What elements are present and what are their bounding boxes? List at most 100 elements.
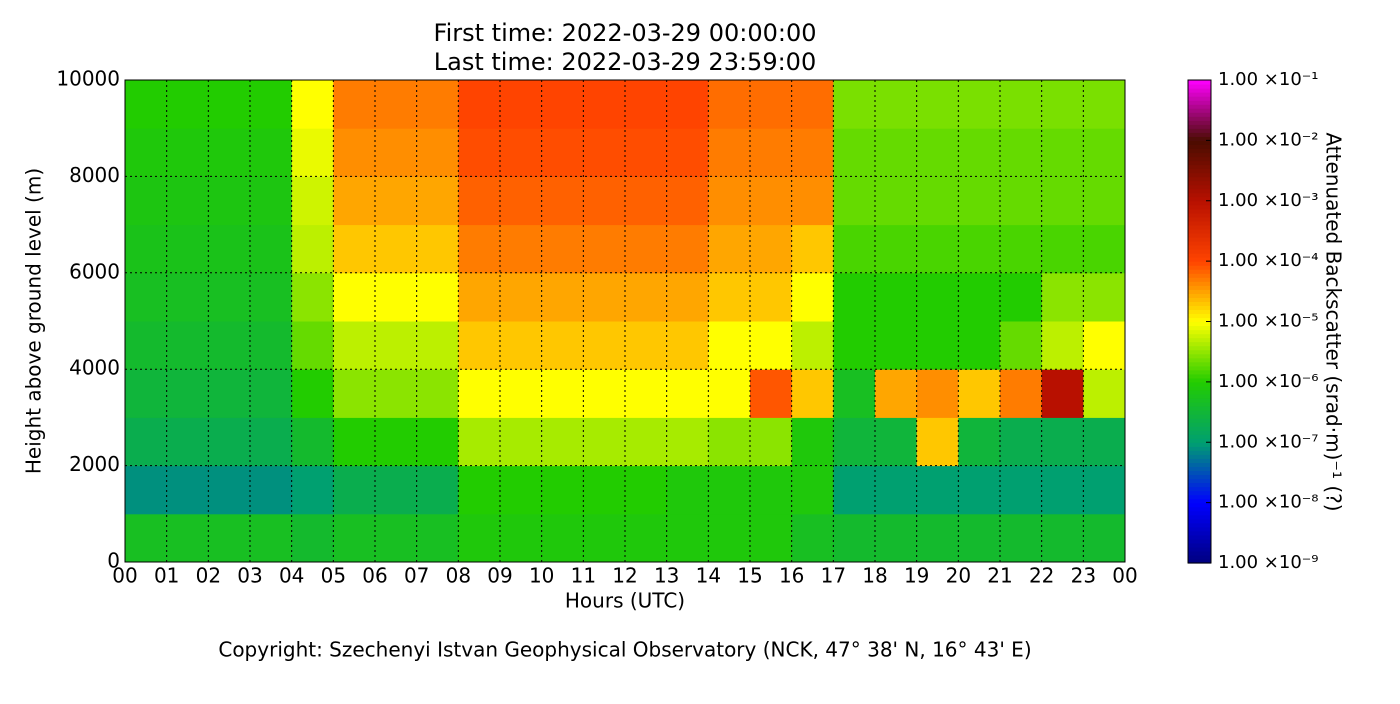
colorbar-swatch [1188, 236, 1211, 242]
heat-cell [375, 369, 418, 418]
heat-cell [1041, 128, 1084, 177]
heat-cell [333, 272, 376, 322]
heat-cell [541, 128, 584, 177]
colorbar-swatch [1188, 414, 1211, 419]
x-tick-label: 10 [529, 564, 554, 588]
heat-cell [208, 321, 251, 370]
colorbar-swatch [1188, 301, 1211, 306]
heat-cell [416, 80, 459, 129]
colorbar-swatch [1188, 402, 1211, 407]
heat-cell [625, 224, 668, 274]
heat-cell [541, 321, 584, 370]
heat-cell [750, 465, 793, 515]
heat-cell [666, 417, 709, 467]
x-tick-label: 00 [1112, 564, 1137, 588]
heat-cell [166, 272, 209, 322]
colorbar-swatch [1188, 333, 1211, 339]
colorbar-swatch [1188, 518, 1211, 524]
colorbar: 1.00 ×10⁻⁹ 1.00 ×10⁻⁸ 1.00 ×10⁻⁷ 1.00 ×10⁻⁶… [1187, 69, 1319, 573]
x-tick-label: 13 [654, 564, 679, 588]
y-tick-label: 8000 [69, 163, 120, 187]
heat-cell [250, 465, 293, 515]
heat-cell [958, 224, 1001, 274]
heat-cell [500, 465, 543, 515]
x-tick-label: 08 [446, 564, 471, 588]
colorbar-swatch [1188, 309, 1211, 315]
colorbar-swatch [1188, 482, 1211, 488]
heat-cell [375, 321, 418, 370]
heat-cell [416, 417, 459, 467]
colorbar-swatch [1188, 176, 1211, 182]
heat-cell [875, 80, 918, 129]
heat-cell [791, 369, 834, 418]
colorbar-swatch [1188, 265, 1211, 270]
heat-cell [500, 417, 543, 467]
colorbar-swatch [1188, 550, 1211, 556]
colorbar-swatch [1188, 345, 1211, 351]
colorbar-swatch [1188, 442, 1211, 447]
colorbar-swatch [1188, 486, 1211, 492]
heat-cell [166, 417, 209, 467]
heat-cell [916, 80, 959, 129]
colorbar-swatch [1188, 353, 1211, 359]
colorbar-swatch [1188, 204, 1211, 210]
heat-cell [791, 513, 834, 563]
heat-cell [1083, 80, 1126, 129]
heat-cell [250, 513, 293, 563]
heat-cell [375, 128, 418, 177]
heat-cell [791, 80, 834, 129]
heat-cell [500, 369, 543, 418]
colorbar-swatch [1188, 558, 1211, 564]
colorbar-swatch [1188, 120, 1211, 125]
colorbar-swatch [1188, 522, 1211, 528]
colorbar-swatch [1188, 514, 1211, 520]
colorbar-swatch [1188, 434, 1211, 439]
heat-cell [583, 80, 626, 129]
x-tick-label: 16 [779, 564, 804, 588]
heat-cell [1083, 321, 1126, 370]
colorbar-swatch [1188, 228, 1211, 234]
colorbar-swatch [1188, 92, 1211, 97]
colorbar-swatch [1188, 337, 1211, 343]
colorbar-swatch [1188, 438, 1211, 443]
heat-cell [750, 417, 793, 467]
heat-cell [625, 513, 668, 563]
heat-cell [208, 176, 251, 226]
x-tick-label: 06 [362, 564, 387, 588]
heat-cell [458, 513, 501, 563]
colorbar-swatch [1188, 220, 1211, 226]
heat-cell [875, 176, 918, 226]
colorbar-swatch [1188, 108, 1211, 113]
heat-cell [291, 513, 334, 563]
heat-cell [208, 465, 251, 515]
colorbar-swatch [1188, 212, 1211, 218]
heat-cell [1000, 417, 1043, 467]
heat-cell [833, 272, 876, 322]
colorbar-swatch [1188, 494, 1211, 500]
heat-cell [458, 176, 501, 226]
x-tick-label: 21 [987, 564, 1012, 588]
colorbar-swatch [1188, 281, 1211, 286]
colorbar-swatch [1188, 454, 1211, 459]
heat-cell [1041, 272, 1084, 322]
heat-cell [416, 128, 459, 177]
colorbar-swatch [1188, 196, 1211, 202]
heat-cell [458, 80, 501, 129]
heat-cell [166, 369, 209, 418]
colorbar-swatch [1188, 80, 1211, 85]
colorbar-swatch [1188, 361, 1211, 367]
colorbar-swatch [1188, 172, 1211, 178]
colorbar-swatch [1188, 192, 1211, 198]
heat-cell [833, 417, 876, 467]
heat-cell [1083, 224, 1126, 274]
x-tick-label: 05 [321, 564, 346, 588]
colorbar-swatch [1188, 156, 1211, 162]
heat-cell [958, 272, 1001, 322]
heat-cell [583, 176, 626, 226]
heat-cell [958, 321, 1001, 370]
heat-cell [333, 176, 376, 226]
heat-cell [666, 513, 709, 563]
heat-cell [125, 513, 168, 563]
heat-cell [291, 176, 334, 226]
colorbar-swatch [1188, 200, 1211, 206]
